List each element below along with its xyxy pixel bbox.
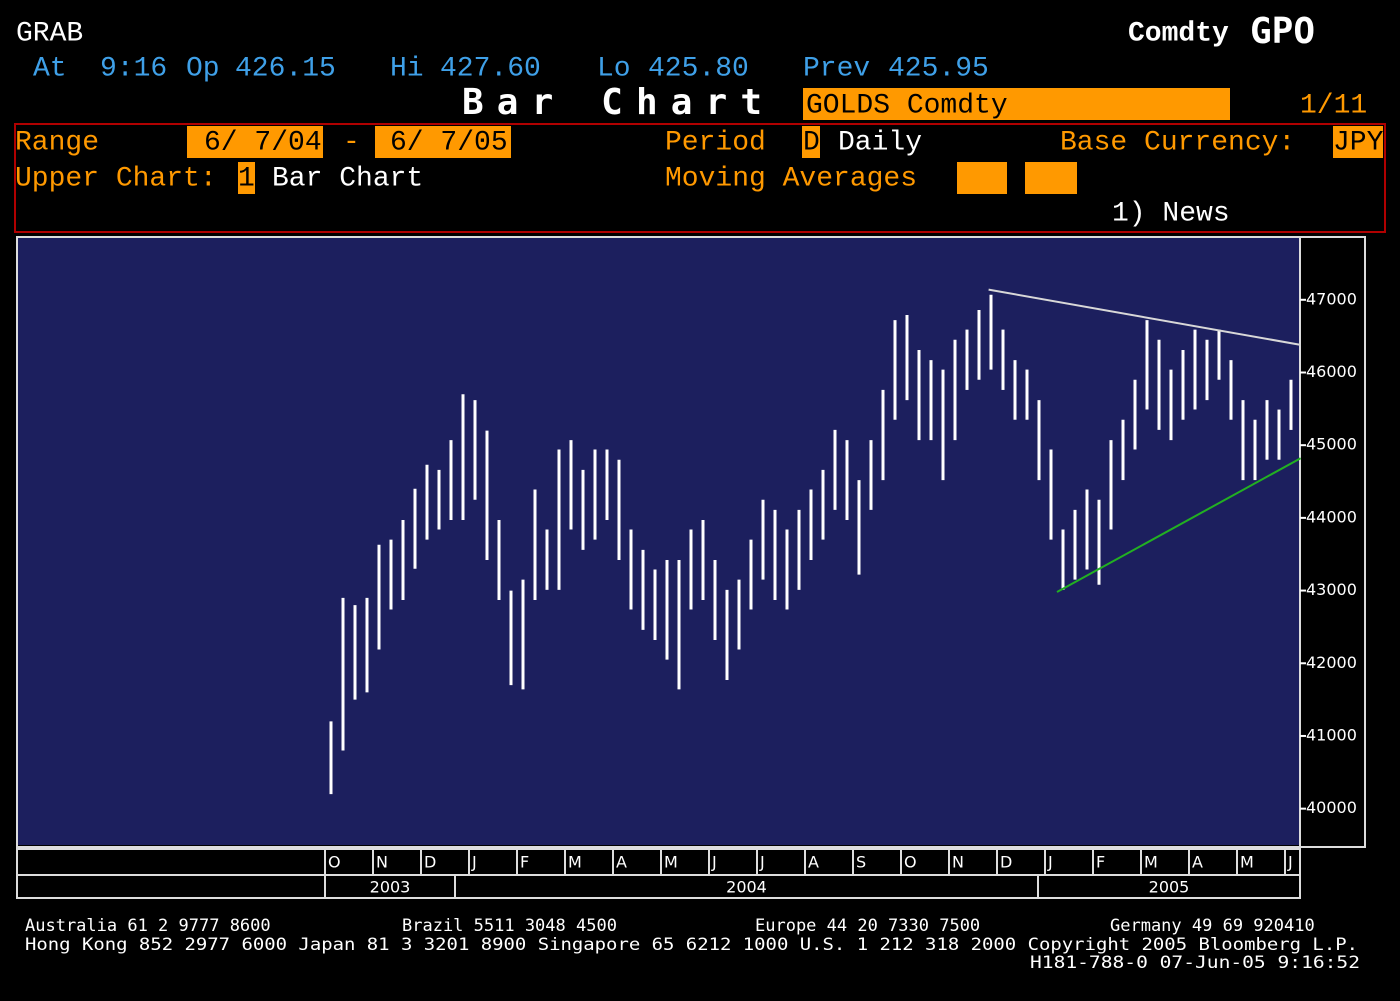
quote-value: 426.15: [235, 53, 336, 84]
month-label: D: [1000, 853, 1012, 872]
period-label: Period: [665, 127, 766, 158]
month-label: A: [616, 853, 627, 872]
y-tick-label: 42000: [1306, 653, 1357, 672]
range-label: Range: [15, 127, 99, 158]
month-label: J: [1047, 853, 1053, 872]
security: GOLDS Comdty: [806, 90, 1008, 121]
month-label: O: [328, 853, 341, 872]
trendline: [988, 288, 1301, 346]
plot-area: [17, 238, 1300, 845]
month-label: A: [1192, 853, 1203, 872]
month-label: M: [664, 853, 678, 872]
quote-label: Hi: [390, 53, 424, 84]
quote-value: 9:16: [100, 53, 167, 84]
quote-label: Lo: [597, 53, 631, 84]
upper-chart-value: Bar Chart: [272, 163, 423, 194]
y-tick-label: 46000: [1306, 362, 1357, 381]
period-value: Daily: [838, 127, 922, 158]
range-start-field[interactable]: [187, 126, 323, 158]
range-separator: -: [343, 127, 360, 158]
y-tick-label: 44000: [1306, 507, 1357, 526]
moving-average-field[interactable]: [1025, 162, 1077, 194]
quote-label: Op: [186, 53, 220, 84]
app-name: GRAB: [16, 18, 83, 49]
year-label: 2005: [1149, 878, 1190, 897]
year-label: 2004: [726, 878, 767, 897]
quote-value: 427.60: [440, 53, 541, 84]
range-end: 6/ 7/05: [390, 127, 508, 158]
footer-text: H181-788-0 07-Jun-05 9:16:52: [1030, 953, 1360, 973]
quote-label: At: [33, 53, 67, 84]
moving-average-field[interactable]: [957, 162, 1007, 194]
security-field[interactable]: [803, 88, 1230, 120]
month-label: M: [1240, 853, 1254, 872]
month-label: J: [711, 853, 717, 872]
page-title: Bar Chart: [462, 82, 762, 123]
upper-chart-code: 1: [238, 163, 255, 194]
upper-chart-field[interactable]: [238, 162, 255, 194]
footer-text: Europe 44 20 7330 7500: [755, 916, 980, 936]
y-tick-label: 41000: [1306, 725, 1357, 744]
market: Comdty: [1128, 18, 1229, 49]
page-number: 1/11: [1300, 90, 1367, 121]
currency-label: Base Currency:: [1060, 127, 1295, 158]
month-label: N: [952, 853, 964, 872]
month-label: M: [1144, 853, 1158, 872]
quote-value: 425.80: [648, 53, 749, 84]
x-axis-box: [16, 848, 1301, 899]
upper-chart-label: Upper Chart:: [15, 163, 217, 194]
period-code: D: [803, 127, 820, 158]
y-tick-label: 47000: [1306, 289, 1357, 308]
footer-text: Australia 61 2 9777 8600: [25, 916, 271, 936]
quote-value: 425.95: [888, 53, 989, 84]
chart-frame: [16, 236, 1366, 848]
ticker: GPO: [1250, 11, 1315, 52]
month-label: S: [856, 853, 866, 872]
news-link[interactable]: 1) News: [1112, 198, 1230, 229]
month-label: F: [520, 853, 529, 872]
month-label: N: [376, 853, 388, 872]
month-label: J: [759, 853, 765, 872]
y-tick-label: 43000: [1306, 580, 1357, 599]
trendline: [1056, 457, 1302, 593]
month-label: M: [568, 853, 582, 872]
chart: 40000 41000 42000 43000 44000 45000 46000 47000…: [324, 288, 1357, 898]
month-label: J: [1287, 853, 1293, 872]
period-field[interactable]: [802, 126, 820, 158]
year-label: 2003: [370, 878, 411, 897]
y-tick-label: 45000: [1306, 435, 1357, 454]
moving-averages-label: Moving Averages: [665, 163, 917, 194]
footer-text: Hong Kong 852 2977 6000 Japan 81 3 3201 …: [25, 935, 1358, 955]
footer-text: Germany 49 69 920410: [1110, 916, 1315, 936]
quote-label: Prev: [803, 53, 870, 84]
month-label: D: [424, 853, 436, 872]
month-label: F: [1096, 853, 1105, 872]
y-tick-label: 40000: [1306, 798, 1357, 817]
settings-box: [14, 123, 1386, 233]
currency-field[interactable]: [1333, 126, 1383, 158]
footer-text: Brazil 5511 3048 4500: [402, 916, 617, 936]
month-label: J: [471, 853, 477, 872]
range-end-field[interactable]: [375, 126, 511, 158]
month-label: A: [808, 853, 819, 872]
range-start: 6/ 7/04: [204, 127, 322, 158]
month-label: O: [904, 853, 917, 872]
currency: JPY: [1333, 127, 1384, 158]
